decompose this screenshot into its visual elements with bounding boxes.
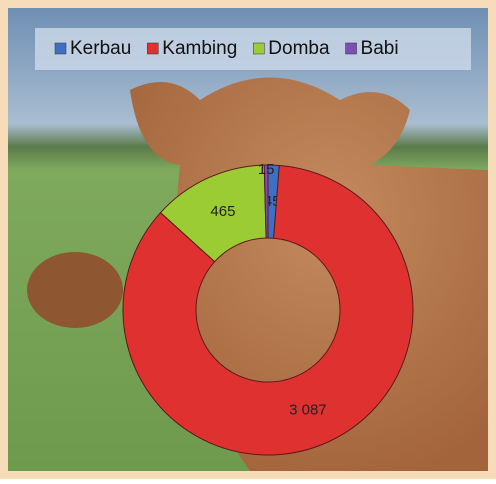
chart: KerbauKambingDombaBabi 453 08746515 — [0, 0, 496, 479]
data-label: 3 087 — [289, 401, 327, 418]
data-label: 15 — [258, 161, 275, 178]
legend-label: Babi — [361, 38, 399, 59]
legend-swatch — [147, 43, 158, 54]
legend-label: Kambing — [162, 38, 237, 59]
legend-label: Domba — [268, 38, 330, 59]
legend-swatch — [346, 43, 357, 54]
calf-shape — [27, 252, 123, 328]
legend-swatch — [253, 43, 264, 54]
data-label: 465 — [210, 203, 235, 220]
legend-label: Kerbau — [70, 38, 131, 59]
legend-swatch — [55, 43, 66, 54]
page: KerbauKambingDombaBabi 453 08746515 (() … — [0, 0, 496, 484]
